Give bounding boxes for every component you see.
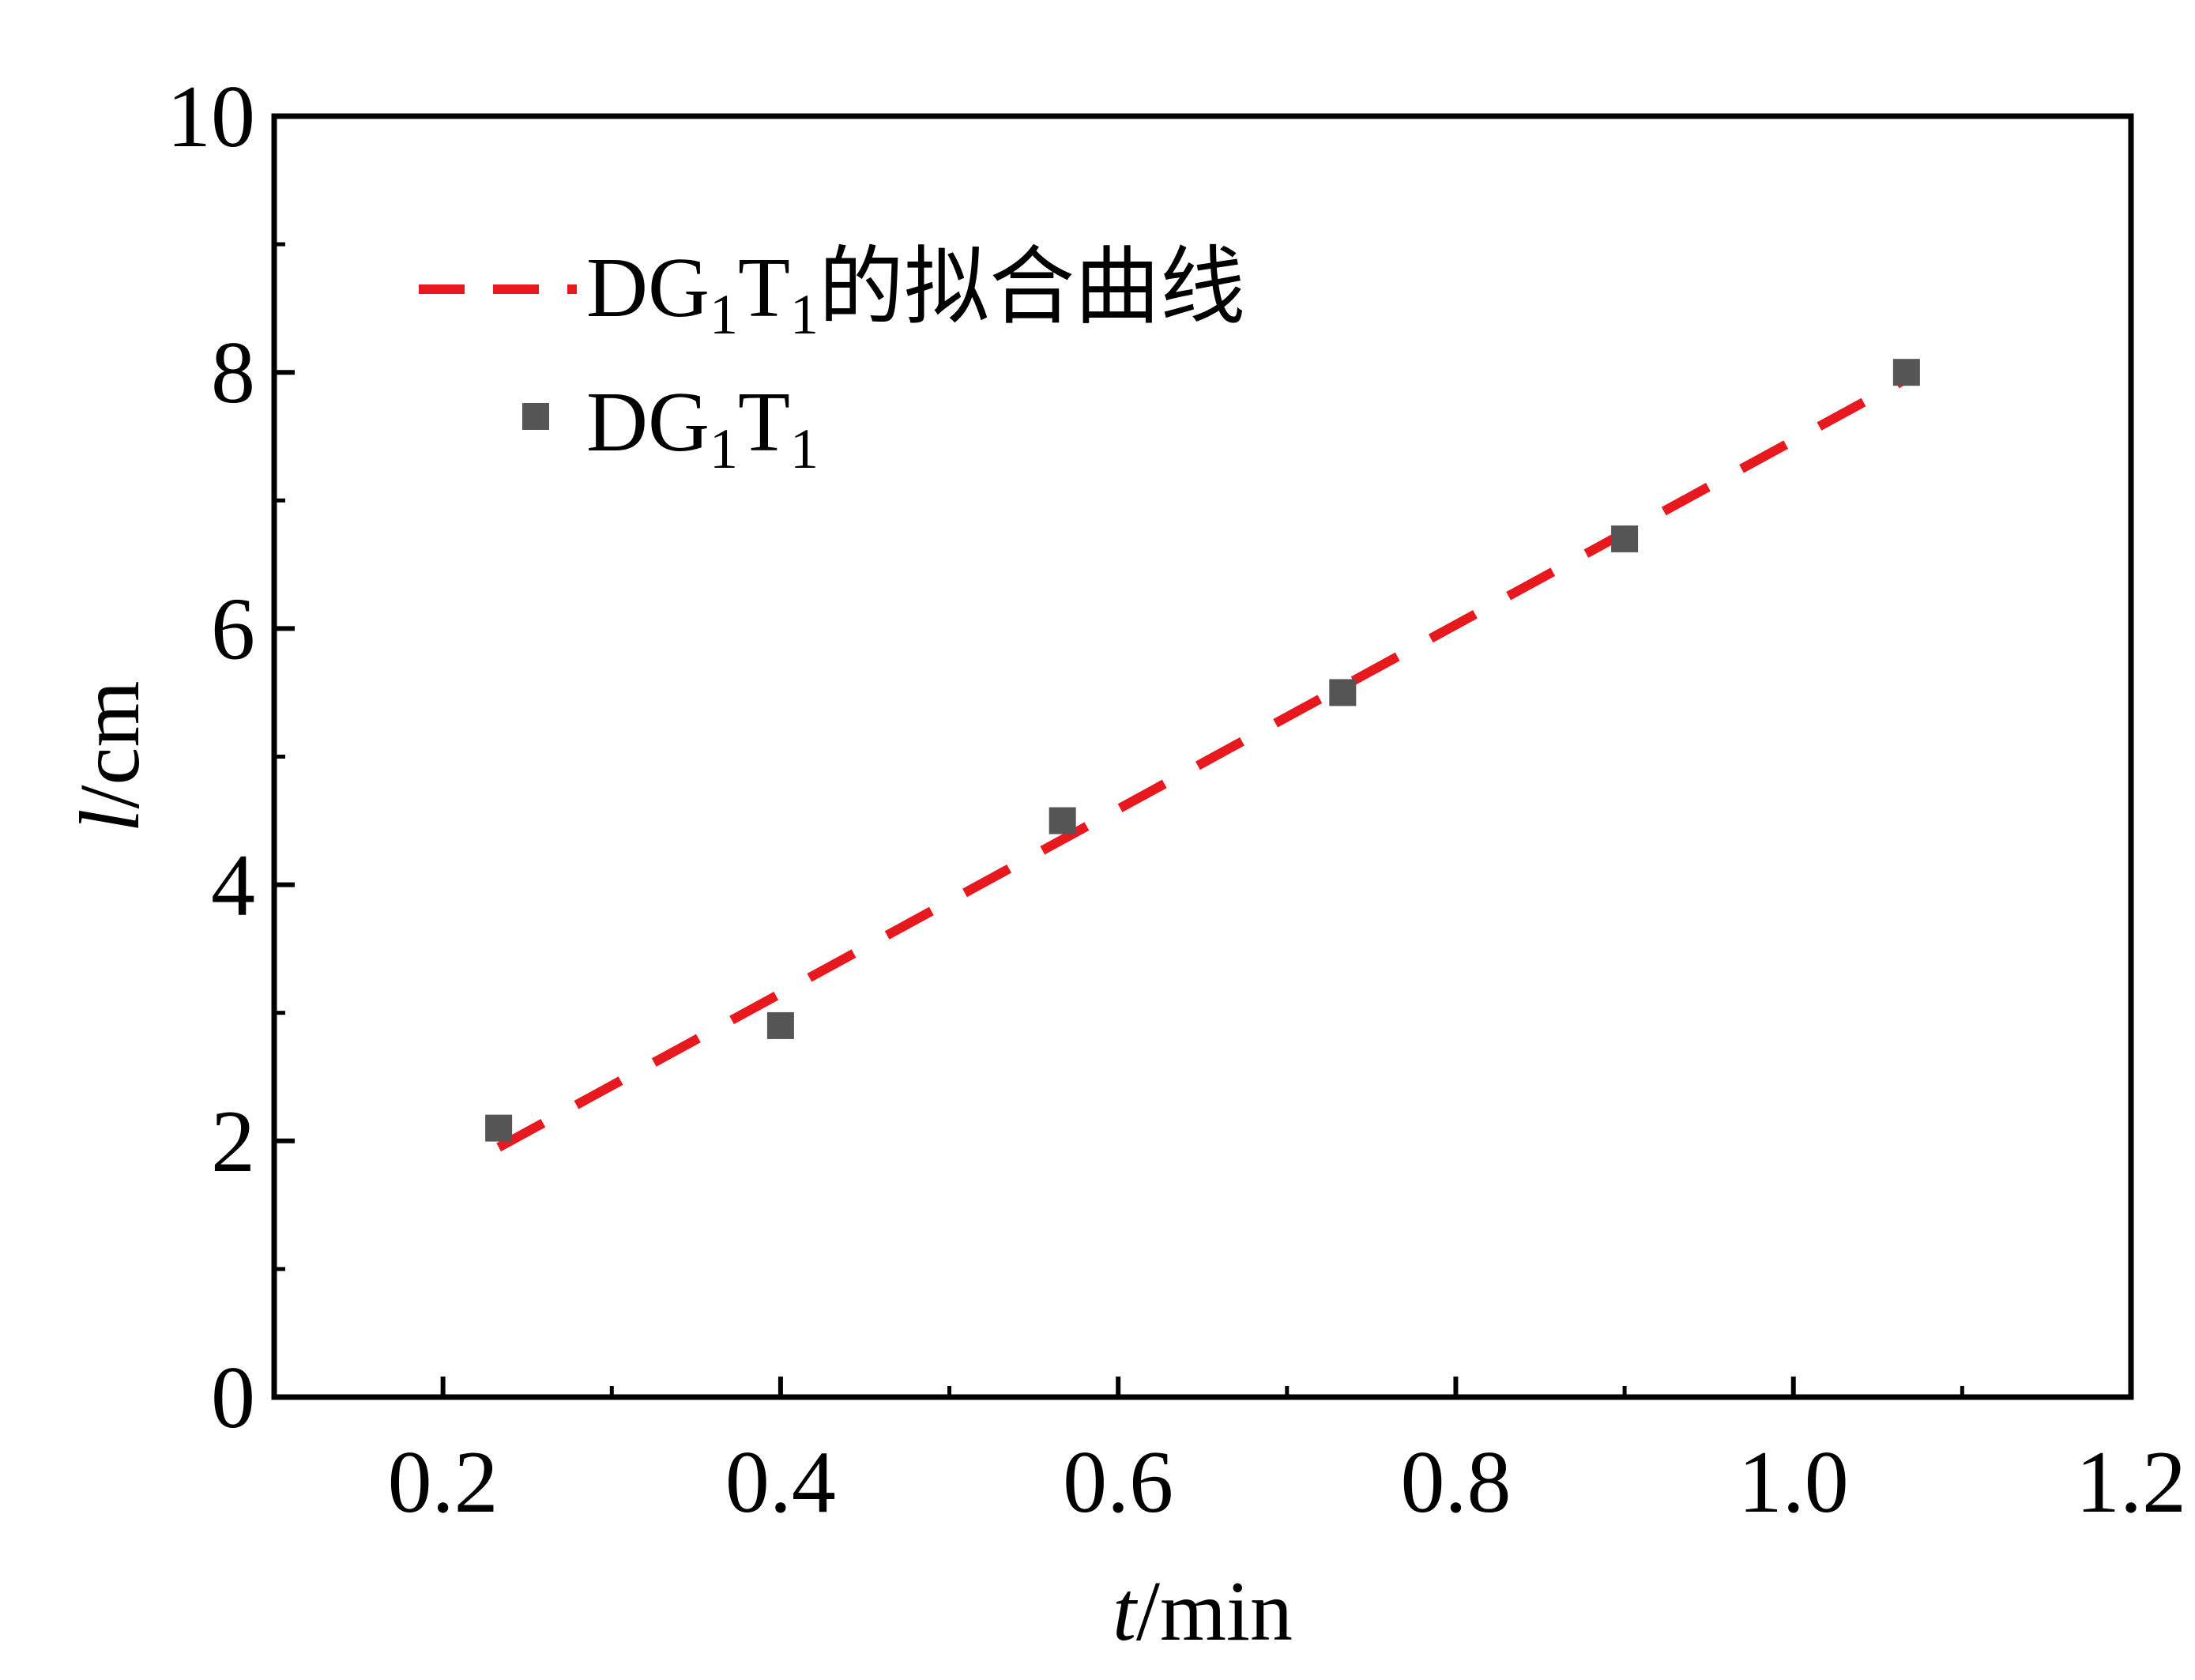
x-axis-label-unit: /min bbox=[1136, 1565, 1293, 1659]
fit-line bbox=[496, 375, 1909, 1152]
y-tick-label: 0 bbox=[211, 1349, 255, 1447]
y-axis-label-unit: /cm bbox=[63, 681, 157, 809]
legend-label-fit-curve: DG1T1的拟合曲线 bbox=[586, 241, 1245, 346]
legend-label-part: DG bbox=[586, 375, 710, 469]
x-tick-label: 0.2 bbox=[388, 1433, 499, 1531]
x-tick-label: 0.8 bbox=[1400, 1433, 1511, 1531]
y-tick-label: 2 bbox=[211, 1093, 255, 1191]
legend-label-subscript: 1 bbox=[790, 417, 819, 480]
data-point bbox=[1611, 525, 1639, 552]
x-tick-label: 1.0 bbox=[1738, 1433, 1849, 1531]
data-point bbox=[766, 1011, 794, 1039]
legend-label-part: 的拟合曲线 bbox=[819, 241, 1245, 335]
legend-label-part: DG bbox=[586, 241, 710, 335]
legend-label-part: T bbox=[738, 241, 790, 335]
x-tick-label: 0.4 bbox=[725, 1433, 836, 1531]
tick-labels: 0.2 0.4 0.6 0.8 1.0 1.2 0 2 4 6 8 10 bbox=[167, 68, 2186, 1531]
y-tick-label: 8 bbox=[211, 324, 255, 422]
plot-series bbox=[485, 359, 1920, 1152]
data-point bbox=[1329, 679, 1357, 706]
legend-marker-swatch bbox=[522, 403, 549, 430]
x-axis-label: t/min bbox=[1113, 1565, 1293, 1659]
legend-label-part: T bbox=[738, 375, 790, 469]
x-tick-label: 0.6 bbox=[1063, 1433, 1173, 1531]
data-point bbox=[1049, 807, 1076, 834]
y-axis-label: l/cm bbox=[63, 681, 157, 833]
legend-label-subscript: 1 bbox=[710, 417, 738, 480]
legend-label-data: DG1T1 bbox=[586, 375, 819, 480]
data-point bbox=[485, 1114, 513, 1142]
x-axis-label-symbol: t bbox=[1113, 1565, 1139, 1659]
legend-label-subscript: 1 bbox=[710, 283, 738, 346]
legend: DG1T1的拟合曲线 DG1T1 bbox=[419, 241, 1245, 480]
plot-frame bbox=[271, 113, 2134, 1400]
legend-label-subscript: 1 bbox=[790, 283, 819, 346]
data-point bbox=[1892, 359, 1920, 386]
x-tick-label: 1.2 bbox=[2076, 1433, 2186, 1531]
y-axis-label-symbol: l bbox=[63, 808, 157, 832]
y-tick-label: 6 bbox=[211, 580, 255, 678]
y-tick-label: 10 bbox=[167, 68, 255, 166]
y-tick-label: 4 bbox=[211, 837, 255, 935]
